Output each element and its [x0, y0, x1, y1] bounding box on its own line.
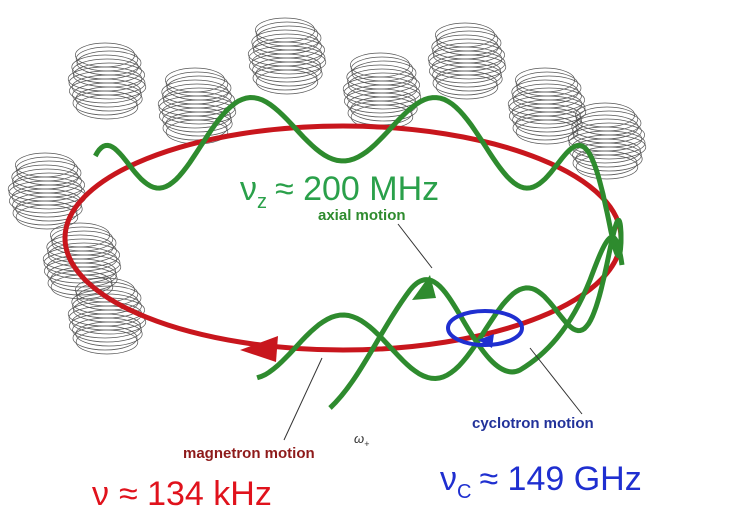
- cyclotron-arrow: [478, 334, 494, 348]
- coil-loop: [71, 309, 147, 335]
- magnetron-arrow: [240, 336, 278, 362]
- leader-line: [397, 223, 433, 269]
- coil-loop: [435, 74, 499, 100]
- coil-loop: [515, 119, 579, 145]
- axial-frequency: νz ≈ 200 MHz: [240, 170, 439, 213]
- coil-loop: [575, 146, 643, 172]
- coil-loop: [44, 258, 116, 284]
- coil-loop: [346, 84, 422, 110]
- axial-wave-tail: [328, 234, 625, 410]
- coil-loop: [572, 150, 638, 176]
- coil-loop: [512, 115, 578, 141]
- coil-loop: [511, 99, 587, 125]
- coil-loop: [75, 321, 143, 347]
- coil-loop: [572, 142, 642, 168]
- axial-wave: [93, 94, 624, 382]
- coil-loop: [249, 53, 321, 79]
- coil-loop: [350, 96, 418, 122]
- leader-line: [529, 347, 583, 415]
- coil-loop: [252, 57, 322, 83]
- coil-loop: [432, 62, 502, 88]
- coil-loop: [72, 90, 138, 116]
- omega-annotation: ω+: [354, 431, 369, 449]
- coil-loop: [252, 65, 318, 91]
- cyclotron-label: cyclotron motion: [472, 415, 594, 432]
- axial-arrow: [412, 275, 436, 300]
- leader-line: [283, 357, 323, 441]
- coil-loop: [15, 196, 83, 222]
- coil-loop: [75, 329, 139, 355]
- coil-loop: [12, 192, 82, 218]
- coil-loop: [575, 154, 639, 180]
- coil-loop: [162, 115, 228, 141]
- coil-loop: [72, 325, 138, 351]
- coil-loop: [15, 204, 79, 230]
- cyclotron-orbit: [446, 309, 524, 347]
- coil-loop: [251, 49, 327, 75]
- coil-loop: [431, 54, 507, 80]
- coil-loop: [435, 66, 503, 92]
- coil-loop: [159, 103, 231, 129]
- coil-loop: [509, 103, 581, 129]
- coil-loop: [255, 69, 319, 95]
- coil-loop: [72, 317, 142, 343]
- coil-loop: [255, 61, 323, 87]
- coil-loop: [71, 74, 147, 100]
- coil-loop: [75, 94, 139, 120]
- coil-loop: [69, 78, 141, 104]
- coil-loop: [69, 313, 141, 339]
- coil-loop: [75, 86, 143, 112]
- coil-loop: [12, 200, 78, 226]
- axial-label: axial motion: [318, 207, 406, 224]
- cyclotron-frequency: νC ≈ 149 GHz: [440, 460, 642, 503]
- coil-loop: [344, 88, 416, 114]
- coil-loop: [161, 99, 237, 125]
- magnetron-frequency: ν ≈ 134 kHz: [92, 475, 272, 513]
- coil-loop: [512, 107, 582, 133]
- coil-loop: [432, 70, 498, 96]
- coil-loop: [165, 111, 233, 137]
- coil-loop: [72, 82, 142, 108]
- magnetron-label: magnetron motion: [183, 445, 315, 462]
- coil-loop: [515, 111, 583, 137]
- coil-loop: [162, 107, 232, 133]
- coil-loop: [429, 58, 501, 84]
